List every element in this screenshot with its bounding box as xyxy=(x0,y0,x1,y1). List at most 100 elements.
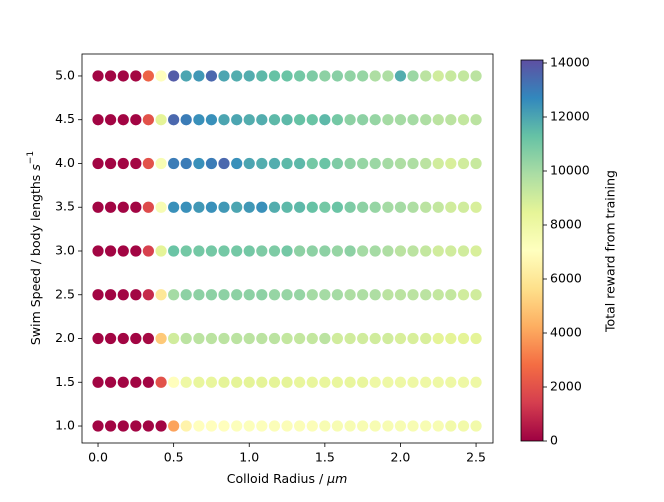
data-point xyxy=(281,114,293,126)
colorbar-tick-label: 10000 xyxy=(550,162,590,177)
data-point xyxy=(331,289,344,301)
data-point xyxy=(420,157,432,170)
data-point xyxy=(407,245,419,257)
y-tick-label: 2.0 xyxy=(55,330,75,345)
data-point xyxy=(231,332,243,345)
data-point xyxy=(218,420,230,432)
data-point xyxy=(281,376,293,388)
data-point xyxy=(205,157,218,170)
data-point xyxy=(218,332,230,345)
data-point xyxy=(319,376,331,388)
data-point xyxy=(293,420,306,432)
data-point xyxy=(293,376,306,388)
data-point xyxy=(357,332,369,345)
data-point xyxy=(470,157,482,170)
data-point xyxy=(394,376,407,388)
data-point xyxy=(180,245,192,257)
data-point xyxy=(394,289,407,301)
data-point xyxy=(180,289,192,301)
data-point xyxy=(142,157,154,170)
data-point xyxy=(306,157,318,170)
data-point xyxy=(142,114,154,126)
data-point xyxy=(130,289,142,301)
data-point xyxy=(180,201,192,213)
data-point xyxy=(268,245,281,257)
data-point xyxy=(130,114,142,126)
data-point xyxy=(382,332,394,345)
data-point xyxy=(92,245,104,257)
data-point xyxy=(104,70,117,82)
x-label-unit: μm xyxy=(326,471,347,486)
data-point xyxy=(457,157,470,170)
data-point xyxy=(193,376,205,388)
data-point xyxy=(445,114,457,126)
data-point xyxy=(432,114,444,126)
data-point xyxy=(218,245,230,257)
data-point xyxy=(331,201,344,213)
data-point xyxy=(130,332,142,345)
data-point xyxy=(142,201,154,213)
data-point xyxy=(104,114,117,126)
data-point xyxy=(306,376,318,388)
data-point xyxy=(256,114,268,126)
y-tick-label: 1.0 xyxy=(55,418,75,433)
data-point xyxy=(281,201,293,213)
data-point xyxy=(231,114,243,126)
colorbar-tick-label: 0 xyxy=(550,433,558,448)
data-point xyxy=(243,70,255,82)
data-point xyxy=(155,245,167,257)
data-point xyxy=(180,332,192,345)
data-point xyxy=(331,70,344,82)
data-point xyxy=(432,245,444,257)
data-point xyxy=(394,114,407,126)
data-point xyxy=(205,201,218,213)
y-label-text: Swim Speed / body lengths xyxy=(28,171,43,345)
data-point xyxy=(231,201,243,213)
data-point xyxy=(168,420,180,432)
data-point xyxy=(130,70,142,82)
data-point xyxy=(407,289,419,301)
data-point xyxy=(394,201,407,213)
data-point xyxy=(344,245,356,257)
data-point xyxy=(256,157,268,170)
data-point xyxy=(155,114,167,126)
data-point xyxy=(420,420,432,432)
data-point xyxy=(168,70,180,82)
data-point xyxy=(168,114,180,126)
x-tick-label: 0.5 xyxy=(164,450,184,465)
data-point xyxy=(168,157,180,170)
data-point xyxy=(218,70,230,82)
data-point xyxy=(142,245,154,257)
data-point xyxy=(256,420,268,432)
data-point xyxy=(142,376,154,388)
data-point xyxy=(407,376,419,388)
data-point xyxy=(142,70,154,82)
data-point xyxy=(155,70,167,82)
data-point xyxy=(142,289,154,301)
data-point xyxy=(104,201,117,213)
data-point xyxy=(394,245,407,257)
data-point xyxy=(218,376,230,388)
data-point xyxy=(256,332,268,345)
data-point xyxy=(92,376,104,388)
data-point xyxy=(104,376,117,388)
data-point xyxy=(457,289,470,301)
data-point xyxy=(470,70,482,82)
data-point xyxy=(130,420,142,432)
data-point xyxy=(155,332,167,345)
data-point xyxy=(420,245,432,257)
data-point xyxy=(369,420,381,432)
data-point xyxy=(168,289,180,301)
data-point xyxy=(243,201,255,213)
data-point xyxy=(193,420,205,432)
data-point xyxy=(445,157,457,170)
data-point xyxy=(432,376,444,388)
data-point xyxy=(268,70,281,82)
data-point xyxy=(470,245,482,257)
data-point xyxy=(306,245,318,257)
data-point xyxy=(470,114,482,126)
data-point xyxy=(357,420,369,432)
data-point xyxy=(231,157,243,170)
data-point xyxy=(382,70,394,82)
y-label-unit: s xyxy=(28,164,43,171)
